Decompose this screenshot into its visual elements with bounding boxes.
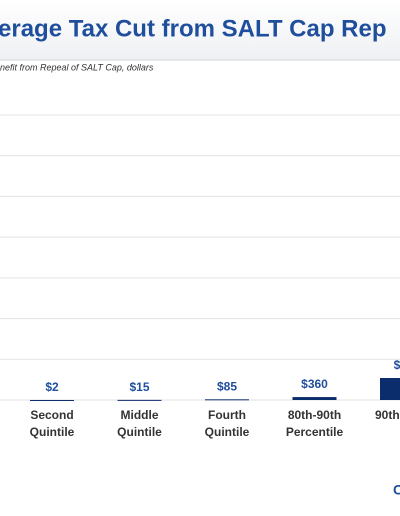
x-tick-label: 80th-90th Percentile (285, 408, 344, 439)
bar (380, 378, 400, 400)
header-band (0, 0, 400, 60)
value-label: $15 (129, 380, 149, 394)
bar (117, 399, 162, 401)
value-label: $85 (217, 379, 237, 393)
bar (292, 397, 337, 400)
x-tick-label: Second Quintile (29, 408, 75, 439)
source-note: C (393, 482, 400, 498)
bar (205, 399, 249, 401)
chart-subtitle: nefit from Repeal of SALT Cap, dollars (0, 62, 154, 72)
x-tick-label: Middle Quintile (117, 408, 162, 439)
x-tick-label: 90th Perc (374, 408, 400, 422)
bar (30, 399, 74, 401)
chart-title: erage Tax Cut from SALT Cap Rep (0, 15, 387, 42)
value-label: $2, (394, 358, 400, 372)
value-label: $360 (301, 377, 328, 391)
value-label: $2 (45, 380, 59, 394)
x-tick-label: Fourth Quintile (204, 408, 250, 439)
